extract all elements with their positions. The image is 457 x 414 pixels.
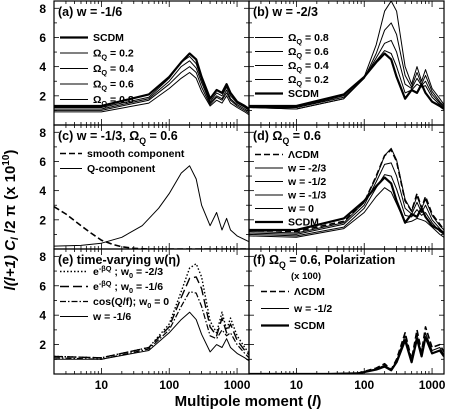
series-line-q-0-2 [54,55,249,111]
legend-label: ΛCDM [294,286,325,298]
panel-2: (b) w = -2/3 ΩQ = 0.8ΩQ = 0.6ΩQ = 0.4ΩQ =… [248,0,445,126]
series-line-q-0-8 [54,72,249,116]
x-tick-label: 1000 [224,378,251,392]
legend-label: ΛCDM [288,149,319,161]
x-axis-label: Multipole moment (l) [175,393,322,410]
y-axis-label-main: l(l+1) C [2,239,19,291]
panel-6: 10 100 1000 (f) ΩQ = 0.6, Polarization(x 10… [248,248,446,392]
y-tick-label: 2 [39,213,46,227]
y-tick-label: 8 [39,250,46,264]
y-tick-label: 8 [39,2,46,16]
legend-label: ΩQ = 0.8 [288,32,329,46]
y-tick-label: 2 [39,338,46,352]
series-line-w-1-6 [54,311,249,362]
panel-title: (b) w = -2/3 [253,5,318,19]
panel-title: (e) time-varying w(η) [58,253,180,267]
legend-label: ΩQ = 0.4 [288,60,329,74]
legend-label: SCDM [93,32,124,44]
y-tick-label: 8 [39,126,46,140]
panel-4: (d) ΩQ = 0.6 ΛCDM w = -2/3w = -1/2 w = -1/3… [248,124,445,250]
x-tick-label: 10 [290,378,304,392]
panel-title: (a) w = -1/6 [58,5,122,19]
x-axis-label-italic: l [312,393,317,410]
legend-label: w = -2/3 [287,163,326,175]
y-tick-label: 6 [39,155,46,169]
x-tick-label: 10 [95,378,109,392]
series-line-w-1-3 [249,174,444,237]
y-axis-label-close: ) [2,150,19,155]
y-tick-label: 4 [39,60,46,74]
y-tick-label: 6 [39,31,46,45]
legend-label: ΩQ = 0.8 [93,94,134,108]
x-tick-label: 100 [354,378,374,392]
series-line-scdm [249,52,444,110]
series-line-cdm [249,326,444,374]
x-tick-label: 100 [159,378,179,392]
panel-title: (f) ΩQ = 0.6, Polarization [253,253,395,270]
series-line-w-1-2 [249,162,444,235]
legend-label: SCDM [294,320,325,332]
legend-label: smooth component [87,148,185,160]
series-line-smooth-component [54,206,249,249]
series-line-q-0-4 [249,39,444,108]
y-tick-label: 6 [39,279,46,293]
series-line-scdm [54,52,249,110]
series-line-q-0-6 [249,22,444,110]
y-axis-label-after: /2 π [2,204,19,237]
legend-label: w = -1/2 [287,176,326,188]
y-tick-label: 2 [39,89,46,103]
legend-label: ΩQ = 0.6 [93,79,134,93]
legend-label: ΩQ = 0.6 [288,46,329,60]
panel-title: (c) w = -1/3, ΩQ = 0.6 [58,129,178,146]
legend-label: w = 0 [287,203,314,215]
x-tick-label: 1000 [419,378,446,392]
series-line-q-0-4 [54,60,249,113]
y-tick-label: 4 [39,184,46,198]
legend-label: w = -1/6 [92,311,131,323]
panel-frame [53,124,250,250]
panel-1: 2 4 6 8 (a) w = -1/6 SCDM ΩQ = 0.2ΩQ = 0.4 ΩQ =… [39,0,250,126]
series-line-q-component [54,165,249,247]
series-line-scdm [249,176,444,234]
legend-label: e-βQ ; w0 = -2/3 [93,264,163,280]
legend-label: ΩQ = 0.2 [288,74,329,88]
legend-label: cos(Q/f); w0 = 0 [93,296,169,310]
y-axis-label-exp: 10 [1,154,12,166]
legend-label: SCDM [288,217,319,229]
legend-label: e-βQ ; w0 = -1/6 [93,279,163,295]
y-axis-label-sub: l [10,237,21,240]
legend-label: w = -1/2 [293,303,332,315]
series-line-e-q-w-0-1-6 [54,276,249,359]
legend-label: Q-component [87,163,156,175]
x-axis-label-close: ) [316,393,321,410]
series-line-cos-q-f-w-0-0 [54,291,249,360]
panel-title: (d) ΩQ = 0.6 [253,129,321,146]
legend-label: ΩQ = 0.4 [93,63,134,77]
series-line-q-0-6 [54,66,249,114]
series-line-scdm [249,336,444,374]
y-tick-label: 4 [39,309,46,323]
series-line-e-q-w-0-2-3 [54,263,249,359]
panel-subtitle: (x 100) [291,271,321,282]
panel-3: 2 4 6 8 (c) w = -1/3, ΩQ = 0.6 smooth compone… [39,124,250,250]
legend-label: w = -1/3 [287,190,326,202]
series-line-w-2-3 [249,147,444,234]
legend-label: ΩQ = 0.2 [93,48,134,62]
x-axis-label-main: Multipole moment ( [175,393,313,410]
legend-label: SCDM [288,88,319,100]
y-axis-label-scale: (x 10 [2,166,19,200]
y-axis-label: l(l+1) Cl /2 π (x 1010) [1,150,21,291]
